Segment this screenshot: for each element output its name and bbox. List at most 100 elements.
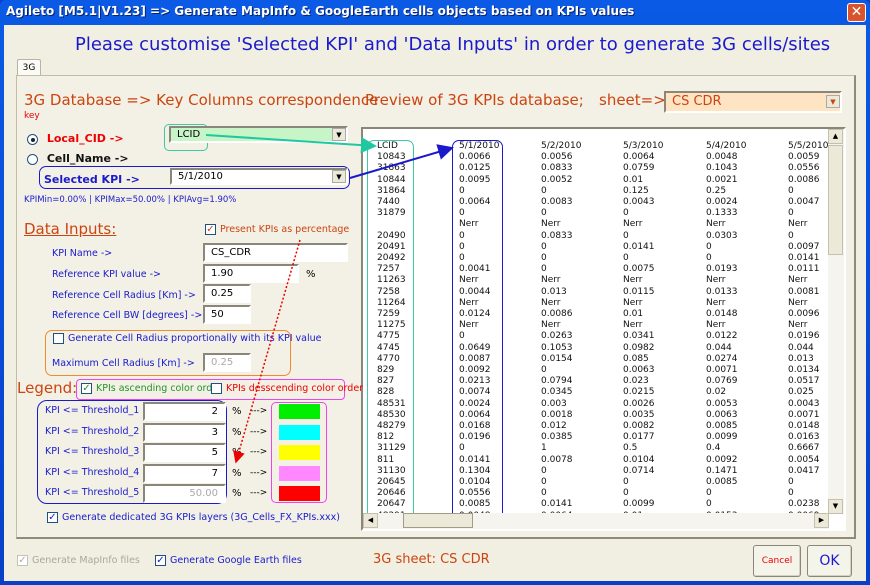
- percent-checkbox[interactable]: ✓ Present KPIs as percentage: [205, 224, 349, 235]
- table-cell: 0.0074: [459, 387, 491, 398]
- threshold-input[interactable]: 3: [143, 422, 226, 442]
- threshold-label: KPI <= Threshold_4 =: [45, 466, 151, 478]
- threshold-unit: %: [232, 488, 242, 500]
- radio-selected-icon[interactable]: [27, 133, 38, 145]
- checkbox-unchecked-icon[interactable]: [53, 333, 64, 344]
- vertical-scroll-thumb[interactable]: [828, 145, 843, 255]
- checkbox-checked-icon[interactable]: ✓: [205, 224, 216, 235]
- scroll-down-icon[interactable]: ▼: [828, 499, 843, 514]
- table-cell: Nerr: [541, 219, 561, 230]
- table-cell: 0.0303: [706, 230, 738, 241]
- table-cell: 0.0096: [788, 309, 820, 319]
- proportional-checkbox[interactable]: Generate Cell Radius proportionally with…: [53, 333, 322, 344]
- threshold-color-swatch[interactable]: [279, 465, 320, 481]
- table-cell: 0.0085: [706, 477, 738, 487]
- table-cell: 0: [788, 477, 794, 487]
- checkbox-checked-icon[interactable]: ✓: [47, 512, 58, 523]
- checkbox-unchecked-icon[interactable]: [211, 383, 222, 394]
- checkbox-checked-icon[interactable]: ✓: [155, 555, 166, 566]
- mapinfo-label: Generate MapInfo files: [32, 555, 140, 566]
- ascending-label: KPIs ascending color order: [96, 383, 223, 394]
- cell-name-radio[interactable]: Cell_Name ->: [27, 152, 129, 165]
- threshold-color-swatch[interactable]: [279, 486, 320, 502]
- selected-kpi-group: [39, 166, 350, 189]
- descending-checkbox[interactable]: KPIs desscending color order: [211, 383, 363, 394]
- table-cell: 0.0087: [459, 353, 491, 364]
- table-cell: 0.0141: [459, 454, 491, 465]
- table-cell: 0: [541, 208, 547, 219]
- selected-kpi-value: 5/1/2010: [178, 171, 223, 182]
- table-cell: 0.0341: [623, 331, 655, 342]
- table-cell: 0: [541, 477, 547, 487]
- threshold-color-swatch[interactable]: [279, 404, 320, 419]
- max-radius-input[interactable]: 0.25: [203, 353, 251, 372]
- threshold-input[interactable]: 2: [143, 402, 226, 421]
- threshold-input[interactable]: 7: [143, 463, 226, 483]
- cancel-button[interactable]: Cancel: [753, 545, 801, 577]
- horizontal-scrollbar[interactable]: ◀ ▶: [363, 513, 829, 529]
- ref-kpi-input[interactable]: 1.90: [203, 264, 299, 283]
- table-cell: 31879: [377, 208, 406, 219]
- threshold-color-swatch[interactable]: [279, 445, 320, 461]
- ok-button[interactable]: OK: [807, 545, 852, 577]
- local-cid-radio[interactable]: Local_CID ->: [27, 132, 124, 145]
- chevron-down-icon[interactable]: ▼: [826, 95, 840, 108]
- scroll-right-icon[interactable]: ▶: [814, 513, 829, 528]
- column-header: 5/1/2010: [459, 141, 500, 151]
- data-inputs-title: Data Inputs:: [24, 220, 117, 238]
- bw-label: Reference Cell BW [degrees] ->: [52, 310, 203, 321]
- table-cell: 0.0048: [706, 152, 738, 163]
- kpi-name-input[interactable]: CS_CDR: [203, 243, 348, 262]
- table-cell: 20645: [377, 477, 406, 487]
- google-earth-label: Generate Google Earth files: [170, 555, 302, 566]
- chevron-down-icon[interactable]: ▼: [332, 128, 346, 141]
- radio-unselected-icon[interactable]: [27, 153, 38, 165]
- threshold-color-swatch[interactable]: [279, 424, 320, 440]
- column-header: 5/4/2010: [706, 141, 747, 151]
- table-cell: 0.0063: [706, 409, 738, 420]
- table-cell: 0.0086: [788, 174, 820, 185]
- table-cell: 827: [377, 376, 395, 387]
- table-cell: 0: [541, 488, 547, 499]
- table-cell: 0.0085: [706, 421, 738, 431]
- table-cell: Nerr: [788, 219, 808, 230]
- checkbox-checked-icon[interactable]: ✓: [81, 383, 92, 394]
- bw-input[interactable]: 50: [203, 305, 251, 324]
- vertical-scrollbar[interactable]: ▲ ▼: [828, 129, 844, 514]
- table-cell: 0.023: [623, 376, 649, 387]
- chevron-down-icon[interactable]: ▼: [332, 170, 346, 183]
- table-cell: 0.0125: [459, 163, 491, 174]
- scroll-up-icon[interactable]: ▲: [828, 129, 843, 144]
- ascending-checkbox[interactable]: ✓ KPIs ascending color order: [81, 383, 222, 394]
- preview-list[interactable]: LCID 5/1/2010 5/2/2010 5/3/2010 5/4/2010 5/5/…: [361, 127, 846, 531]
- threshold-input[interactable]: 5: [143, 443, 226, 463]
- threshold-arrow: --->: [250, 406, 268, 416]
- table-cell: 0.0082: [623, 421, 655, 431]
- close-icon[interactable]: ✕: [847, 3, 866, 22]
- table-cell: 0.01: [623, 174, 644, 185]
- table-cell: 0.0769: [706, 376, 738, 387]
- selected-kpi-combo[interactable]: 5/1/2010 ▼: [170, 168, 348, 185]
- google-earth-checkbox[interactable]: ✓ Generate Google Earth files: [155, 555, 302, 566]
- threshold-label: KPI <= Threshold_3 =: [45, 446, 151, 458]
- table-cell: 0.0982: [623, 342, 655, 353]
- radius-input[interactable]: 0.25: [203, 284, 251, 303]
- table-cell: 48531: [377, 398, 406, 409]
- tab-3g[interactable]: 3G: [17, 59, 41, 76]
- table-cell: 0.0133: [706, 286, 738, 297]
- threshold-arrow: --->: [250, 426, 268, 437]
- mapinfo-checkbox[interactable]: ✓ Generate MapInfo files: [17, 555, 140, 566]
- local-cid-combo[interactable]: LCID ▼: [169, 126, 348, 143]
- table-cell: 0.1053: [541, 342, 573, 353]
- layers-checkbox[interactable]: ✓ Generate dedicated 3G KPIs layers (3G_C…: [47, 512, 340, 523]
- instruction-heading: Please customise 'Selected KPI' and 'Dat…: [75, 34, 831, 55]
- table-cell: 0: [623, 253, 629, 263]
- threshold-input[interactable]: 50.00: [143, 484, 226, 504]
- horizontal-scroll-thumb[interactable]: [403, 513, 473, 528]
- scroll-left-icon[interactable]: ◀: [363, 513, 378, 528]
- table-cell: 0.0099: [706, 432, 738, 443]
- table-cell: 0.0168: [459, 421, 491, 431]
- table-cell: 0.0064: [459, 197, 491, 207]
- checkbox-checked-icon[interactable]: ✓: [17, 555, 28, 566]
- sheet-combo[interactable]: CS CDR ▼: [664, 91, 842, 113]
